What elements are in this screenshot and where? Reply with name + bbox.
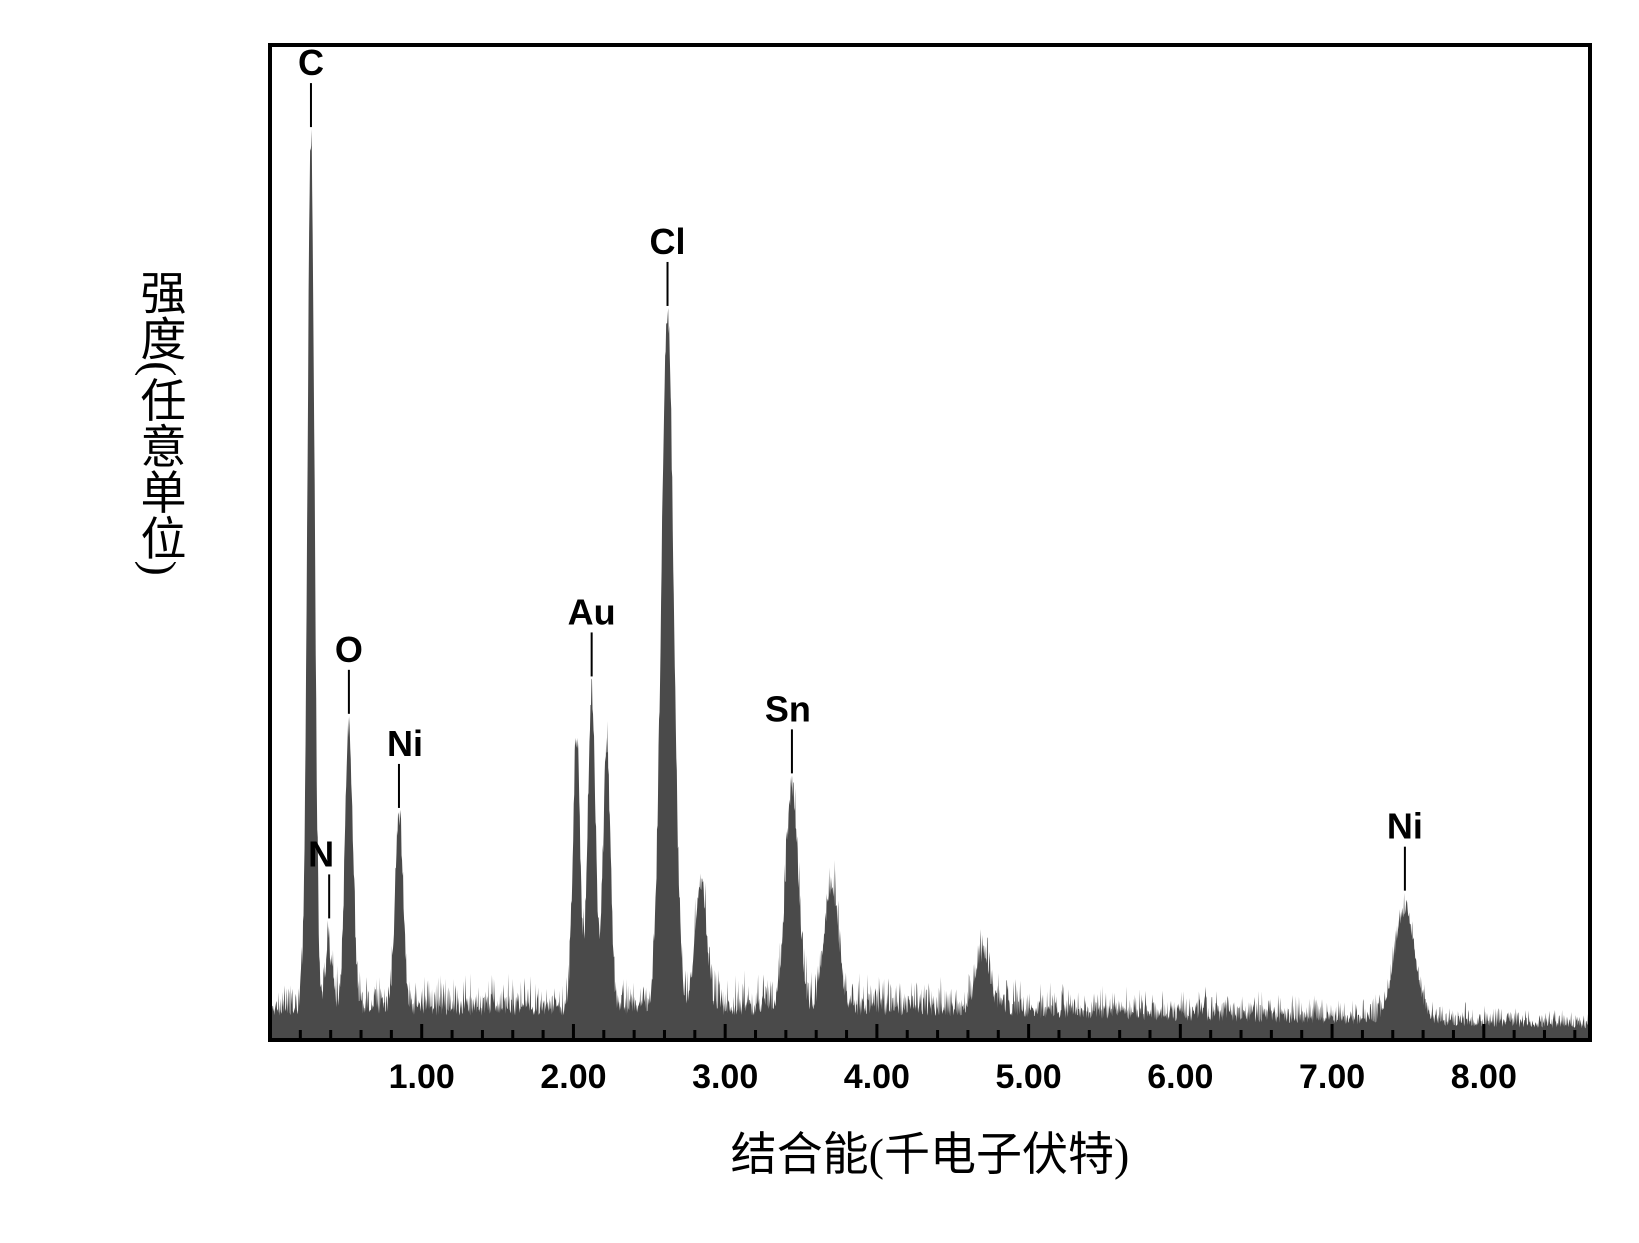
x-tick-label: 1.00 xyxy=(389,1058,455,1096)
y-axis-title: 强度(任意单位) xyxy=(135,269,186,576)
peak-label-sn: Sn xyxy=(765,688,811,729)
peak-label-n: N xyxy=(308,833,334,874)
peak-label-ni: Ni xyxy=(1387,806,1423,847)
peak-label-ni: Ni xyxy=(387,723,423,764)
x-tick-label: 5.00 xyxy=(996,1058,1062,1096)
eds-spectrum-chart: 1.00 2.00 3.00 4.00 5.00 6.00 7.00 8.00 结合能(千电子伏… xyxy=(0,0,1639,1243)
x-tick-label: 7.00 xyxy=(1299,1058,1365,1096)
peak-labels: C N O Ni Au Cl Sn Ni xyxy=(298,42,1423,918)
peak-label-o: O xyxy=(335,629,363,670)
plot-frame xyxy=(270,45,1590,1040)
x-tick-label: 3.00 xyxy=(692,1058,758,1096)
x-axis-title: 结合能(千电子伏特) xyxy=(731,1129,1130,1180)
spectrum-data xyxy=(270,129,1590,1040)
x-tick-label: 4.00 xyxy=(844,1058,910,1096)
peak-label-au: Au xyxy=(568,591,616,632)
spectrum-fill xyxy=(270,129,1590,1040)
x-tick-label: 6.00 xyxy=(1147,1058,1213,1096)
peak-label-cl: Cl xyxy=(650,221,686,262)
peak-label-c: C xyxy=(298,42,324,83)
x-tick-label: 8.00 xyxy=(1451,1058,1517,1096)
x-tick-label: 2.00 xyxy=(540,1058,606,1096)
